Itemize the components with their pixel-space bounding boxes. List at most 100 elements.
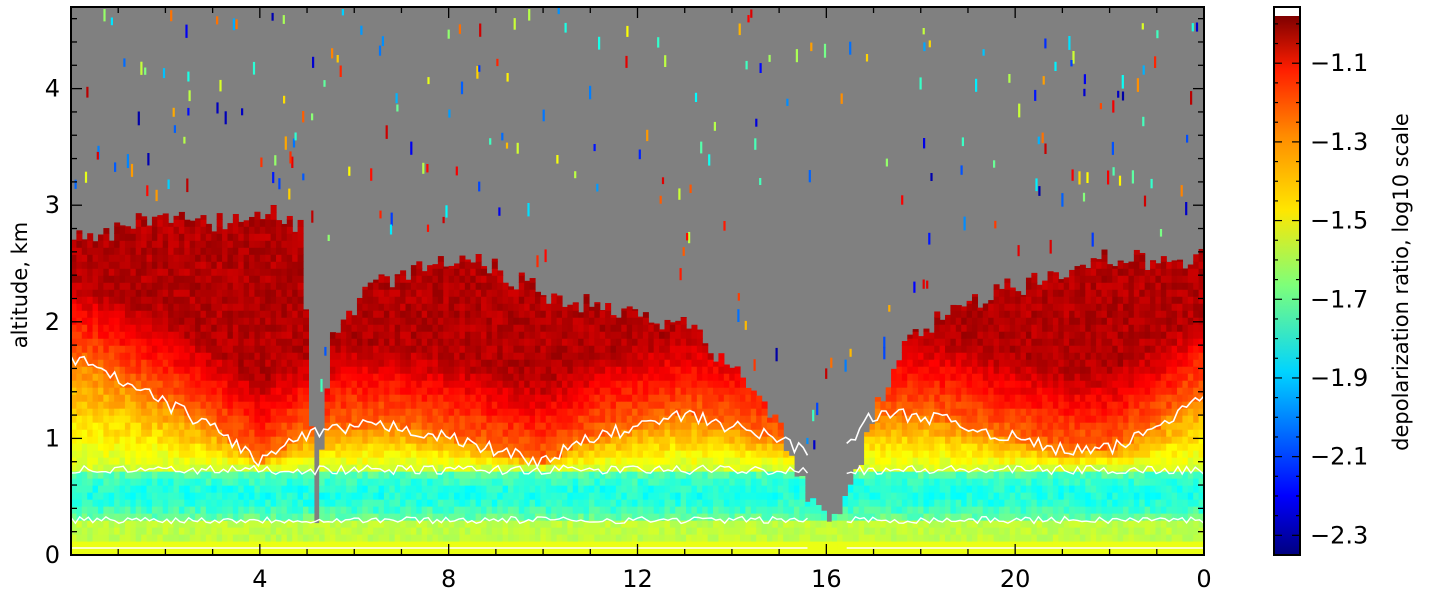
heatmap-cell: [120, 492, 126, 500]
heatmap-cell: [638, 338, 644, 346]
heatmap-cell: [352, 401, 358, 409]
heatmap-cell: [530, 331, 536, 339]
heatmap-cell: [125, 429, 131, 437]
heatmap-cell: [605, 534, 611, 542]
heatmap-cell: [93, 527, 99, 535]
heatmap-cell: [589, 408, 595, 416]
heatmap-cell: [238, 387, 244, 395]
heatmap-cell: [551, 478, 557, 486]
heatmap-cell: [406, 394, 412, 402]
heatmap-cell: [217, 213, 223, 220]
heatmap-cell: [222, 338, 228, 346]
heatmap-cell: [486, 345, 492, 353]
heatmap-cell: [702, 436, 708, 444]
heatmap-cell: [638, 499, 644, 507]
heatmap-cell: [190, 338, 196, 346]
heatmap-cell: [147, 408, 153, 416]
heatmap-cell: [98, 338, 104, 346]
heatmap-cell: [551, 366, 557, 374]
heatmap-cell: [211, 231, 217, 233]
heatmap-cell: [416, 478, 422, 486]
heatmap-cell: [276, 373, 282, 381]
heatmap-cell: [643, 422, 649, 430]
heatmap-cell: [497, 394, 503, 402]
heatmap-cell: [513, 338, 519, 346]
heatmap-cell: [708, 527, 714, 535]
heatmap-cell: [503, 485, 509, 493]
heatmap-cell: [605, 303, 611, 311]
heatmap-cell: [681, 338, 687, 346]
heatmap-cell: [708, 485, 714, 493]
heatmap-cell: [211, 506, 217, 514]
heatmap-cell: [406, 492, 412, 500]
heatmap-cell: [589, 401, 595, 409]
heatmap-cell: [120, 408, 126, 416]
heatmap-cell: [249, 499, 255, 507]
heatmap-cell: [432, 373, 438, 381]
heatmap-cell: [648, 506, 654, 514]
heatmap-cell: [244, 471, 250, 479]
heatmap-cell: [519, 443, 525, 451]
heatmap-cell: [470, 310, 476, 318]
heatmap-cell: [578, 380, 584, 388]
heatmap-cell: [260, 268, 266, 276]
heatmap-cell: [179, 366, 185, 374]
heatmap-cell: [454, 478, 460, 486]
heatmap-cell: [211, 373, 217, 381]
heatmap-cell: [152, 436, 158, 444]
heatmap-cell: [109, 492, 115, 500]
heatmap-cell: [346, 506, 352, 514]
heatmap-cell: [616, 352, 622, 360]
heatmap-cell: [200, 233, 206, 241]
heatmap-cell: [82, 303, 88, 311]
heatmap-cell: [427, 373, 433, 381]
heatmap-cell: [103, 485, 109, 493]
heatmap-cell: [98, 492, 104, 500]
heatmap-cell: [497, 373, 503, 381]
heatmap-cell: [379, 310, 385, 318]
heatmap-cell: [271, 338, 277, 346]
heatmap-cell: [281, 331, 287, 339]
heatmap-cell: [217, 534, 223, 542]
heatmap-cell: [281, 303, 287, 311]
heatmap-cell: [357, 506, 363, 514]
heatmap-cell: [562, 436, 568, 444]
heatmap-cell: [605, 331, 611, 339]
heatmap-cell: [578, 422, 584, 430]
heatmap-cell: [584, 317, 590, 325]
heatmap-cell: [244, 296, 250, 304]
heatmap-cell: [103, 436, 109, 444]
heatmap-cell: [454, 534, 460, 542]
heatmap-cell: [503, 283, 509, 290]
heatmap-cell: [287, 317, 293, 325]
heatmap-cell: [368, 499, 374, 507]
heatmap-cell: [422, 527, 428, 535]
heatmap-cell: [157, 366, 163, 374]
heatmap-cell: [136, 471, 142, 479]
heatmap-cell: [411, 345, 417, 353]
heatmap-cell: [227, 275, 233, 283]
heatmap-cell: [524, 359, 530, 367]
heatmap-cell: [443, 275, 449, 283]
heatmap-cell: [184, 220, 190, 227]
heatmap-cell: [686, 352, 692, 360]
heatmap-cell: [87, 429, 93, 437]
heatmap-cell: [195, 275, 201, 283]
heatmap-cell: [98, 506, 104, 514]
heatmap-cell: [265, 373, 271, 381]
heatmap-cell: [400, 394, 406, 402]
heatmap-cell: [141, 338, 147, 346]
heatmap-cell: [152, 366, 158, 374]
heatmap-cell: [503, 366, 509, 374]
heatmap-cell: [546, 506, 552, 514]
heatmap-cell: [411, 303, 417, 311]
heatmap-cell: [616, 443, 622, 451]
heatmap-cell: [664, 324, 670, 332]
heatmap-cell: [335, 527, 341, 535]
heatmap-cell: [217, 450, 223, 458]
heatmap-cell: [330, 387, 336, 395]
heatmap-cell: [697, 506, 703, 514]
heatmap-cell: [578, 387, 584, 395]
heatmap-cell: [616, 338, 622, 346]
heatmap-cell: [93, 387, 99, 395]
